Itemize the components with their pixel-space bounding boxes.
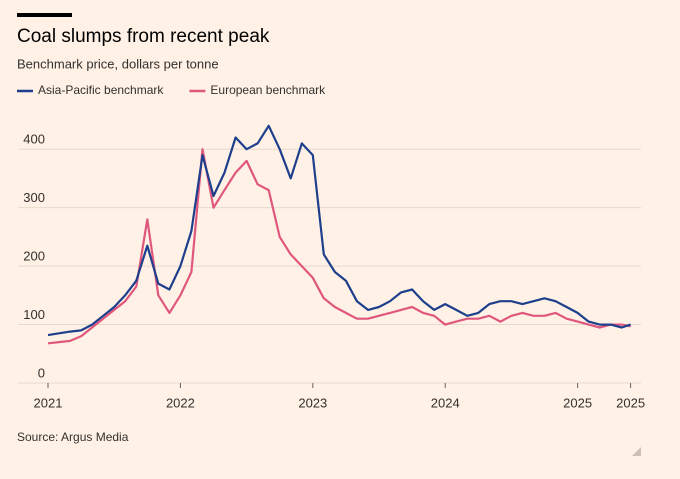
- chart-title: Coal slumps from recent peak: [17, 26, 270, 47]
- corner-icon: [632, 447, 641, 456]
- chart-subtitle: Benchmark price, dollars per tonne: [17, 56, 219, 71]
- x-tick-label: 2022: [166, 395, 195, 410]
- y-tick-label: 0: [38, 365, 45, 380]
- y-tick-label: 400: [23, 132, 45, 147]
- legend-label: European benchmark: [210, 83, 326, 97]
- x-tick-label: 2024: [431, 395, 460, 410]
- source: Source: Argus Media: [17, 430, 129, 444]
- legend-label: Asia-Pacific benchmark: [38, 83, 164, 97]
- line: [47, 148, 631, 345]
- line: [47, 124, 631, 337]
- y-tick-label: 100: [23, 307, 45, 322]
- x-tick-label: 2021: [34, 395, 63, 410]
- x-tick-label: 2023: [298, 395, 327, 410]
- y-tick-label: 300: [23, 190, 45, 205]
- y-tick-label: 200: [23, 249, 45, 264]
- x-tick-label: 2025: [563, 395, 592, 410]
- x-tick-label: 2025: [616, 395, 645, 410]
- header-bar: [17, 13, 72, 17]
